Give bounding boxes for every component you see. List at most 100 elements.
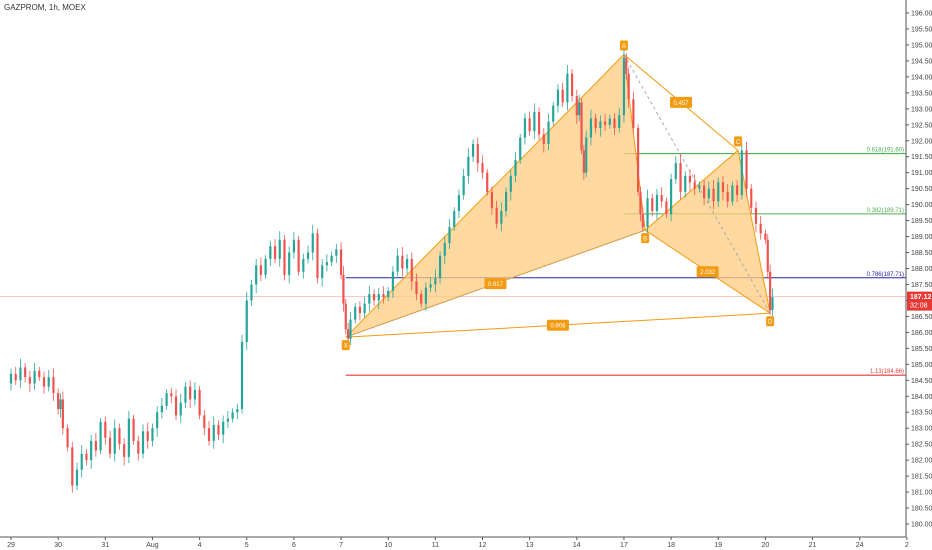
candle-body xyxy=(599,121,602,128)
candle-body xyxy=(769,271,772,311)
candle-body xyxy=(363,303,366,314)
candle-body xyxy=(766,239,769,272)
ratio-label-bg-1 xyxy=(670,96,693,108)
candle-body xyxy=(118,428,121,445)
y-tick-label: 190.50 xyxy=(911,186,932,193)
point-label-A: A xyxy=(622,44,626,50)
ratio-label-2: 2.032 xyxy=(700,270,716,276)
candle-body xyxy=(344,303,347,330)
candle-body xyxy=(500,211,503,224)
candle-body xyxy=(443,242,446,256)
candle-body xyxy=(582,150,585,173)
candle-body xyxy=(462,175,465,196)
y-tick-label: 189.50 xyxy=(911,218,932,225)
candle-body xyxy=(457,195,461,212)
candle-body xyxy=(603,121,607,125)
y-tick-label: 190.00 xyxy=(911,202,932,209)
candle-body xyxy=(424,287,428,304)
candle-body xyxy=(33,370,36,384)
candle-body xyxy=(481,163,484,173)
candle-body xyxy=(589,118,593,138)
candle-body xyxy=(533,112,536,132)
candle-body xyxy=(448,226,451,243)
point-label-C: C xyxy=(736,140,741,146)
candle-body xyxy=(42,377,46,387)
candle-body xyxy=(349,319,352,339)
candle-body xyxy=(47,377,50,387)
candle-body xyxy=(94,440,97,451)
candle-body xyxy=(311,233,314,253)
candle-body xyxy=(269,246,272,259)
candle-body xyxy=(283,239,286,275)
ratio-label-1: 0.457 xyxy=(673,101,689,107)
candle-body xyxy=(231,412,234,419)
candle-body xyxy=(236,409,239,413)
candle-body xyxy=(141,431,145,454)
candle-body xyxy=(429,284,432,288)
candle-body xyxy=(523,118,527,138)
candle-body xyxy=(335,249,338,256)
candle-body xyxy=(387,290,390,298)
candle-body xyxy=(368,294,371,304)
y-tick-label: 186.00 xyxy=(911,330,932,337)
candle-body xyxy=(594,118,597,128)
candle-body xyxy=(471,143,475,157)
x-tick-label: 19 xyxy=(714,542,722,549)
y-tick-label: 180.50 xyxy=(911,506,932,513)
x-tick-label: 6 xyxy=(292,542,296,549)
point-label-X: X xyxy=(344,344,348,350)
candle-body xyxy=(19,367,22,381)
candle-body xyxy=(726,191,729,202)
candle-body xyxy=(764,233,767,240)
candle-body xyxy=(467,156,470,176)
candle-body xyxy=(646,198,649,227)
candle-body xyxy=(504,191,508,212)
x-tick-label: 31 xyxy=(101,542,109,549)
candle-body xyxy=(255,265,258,285)
y-tick-label: 195.00 xyxy=(911,42,932,49)
candle-body xyxy=(575,96,578,116)
candle-body xyxy=(14,373,17,381)
candle-body xyxy=(85,453,88,461)
candle-body xyxy=(179,402,182,416)
candle-body xyxy=(759,223,762,234)
candle-body xyxy=(721,182,725,192)
y-tick-label: 191.50 xyxy=(911,154,932,161)
x-tick-label: 7 xyxy=(339,542,343,549)
candle-body xyxy=(613,118,616,128)
candle-body xyxy=(578,102,581,116)
candle-body xyxy=(684,175,687,192)
candle-body xyxy=(321,265,324,279)
x-tick-label: 4 xyxy=(198,542,202,549)
candle-body xyxy=(137,440,140,454)
candle-body xyxy=(608,118,611,125)
candles xyxy=(9,49,774,493)
candle-body xyxy=(184,386,187,403)
candle-body xyxy=(660,195,663,202)
y-tick-label: 194.50 xyxy=(911,58,932,65)
candle-body xyxy=(127,418,130,457)
candle-body xyxy=(707,188,710,199)
x-axis: 29 30 31 Aug 4 5 6 7 10 11 12 13 14 17 18 19 20 21 24 2 xyxy=(0,536,909,549)
point-label-D: D xyxy=(768,320,773,326)
x-tick-label: 5 xyxy=(245,542,249,549)
candle-body xyxy=(495,207,498,224)
level-label-1: 0.382(189.71) xyxy=(867,208,904,214)
candle-body xyxy=(415,281,418,295)
candle-body xyxy=(625,57,628,74)
x-tick-label: 14 xyxy=(573,542,581,549)
candle-body xyxy=(306,252,310,259)
candle-body xyxy=(556,89,560,106)
candle-body xyxy=(476,143,479,164)
candle-body xyxy=(264,258,267,275)
candle-body xyxy=(580,102,583,151)
y-axis-bg xyxy=(906,0,932,550)
y-tick-label: 182.50 xyxy=(911,442,932,449)
candle-body xyxy=(731,185,734,202)
ratio-label-3: 0.908 xyxy=(550,324,566,330)
candle-body xyxy=(750,188,753,208)
x-tick-label: 21 xyxy=(809,542,817,549)
current-price-countdown: 32:08 xyxy=(910,303,928,310)
y-tick-label: 184.50 xyxy=(911,378,932,385)
